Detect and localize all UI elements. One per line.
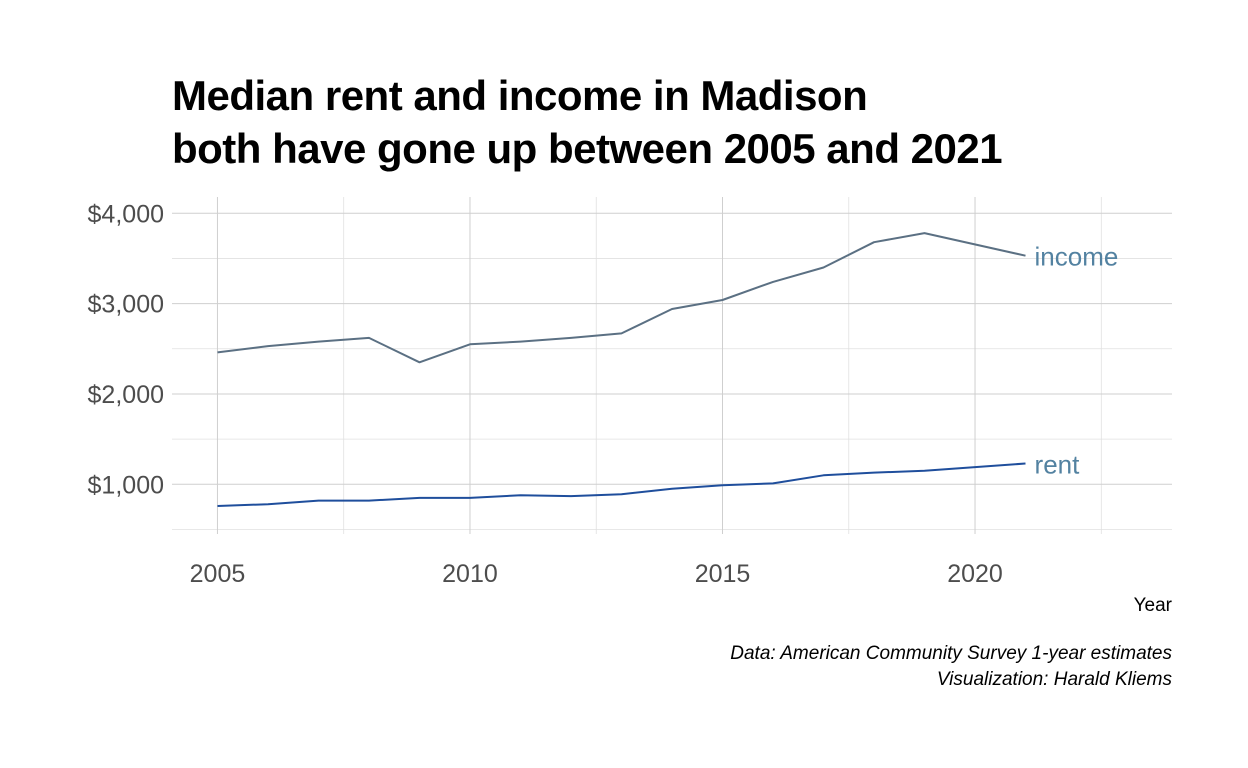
x-tick-label-1: 2010	[442, 560, 498, 588]
x-tick-label-2: 2015	[695, 560, 751, 588]
axis-labels: $1,000 $2,000 $3,000 $4,000 2005 2010 2015 2020	[88, 200, 1003, 588]
series-label-income: income	[1035, 242, 1119, 272]
grid	[172, 197, 1172, 534]
chart-title-line-2: both have gone up between 2005 and 2021	[172, 125, 1003, 172]
caption-credit: Visualization: Harald Kliems	[936, 669, 1172, 690]
x-tick-label-0: 2005	[190, 560, 246, 588]
y-tick-label-2: $3,000	[88, 291, 164, 319]
chart-title-line-1: Median rent and income in Madison	[172, 72, 868, 119]
x-tick-label-3: 2020	[947, 560, 1003, 588]
series-line-rent	[217, 462, 1026, 507]
series-label-rent: rent	[1035, 450, 1081, 480]
y-tick-label-0: $1,000	[88, 471, 164, 499]
series-line-income	[217, 232, 1026, 364]
caption-source: Data: American Community Survey 1-year e…	[730, 643, 1172, 664]
x-axis-title: Year	[1134, 595, 1173, 616]
series-lines: income rent	[217, 232, 1119, 507]
y-tick-label-1: $2,000	[88, 381, 164, 409]
y-tick-label-3: $4,000	[88, 200, 164, 228]
